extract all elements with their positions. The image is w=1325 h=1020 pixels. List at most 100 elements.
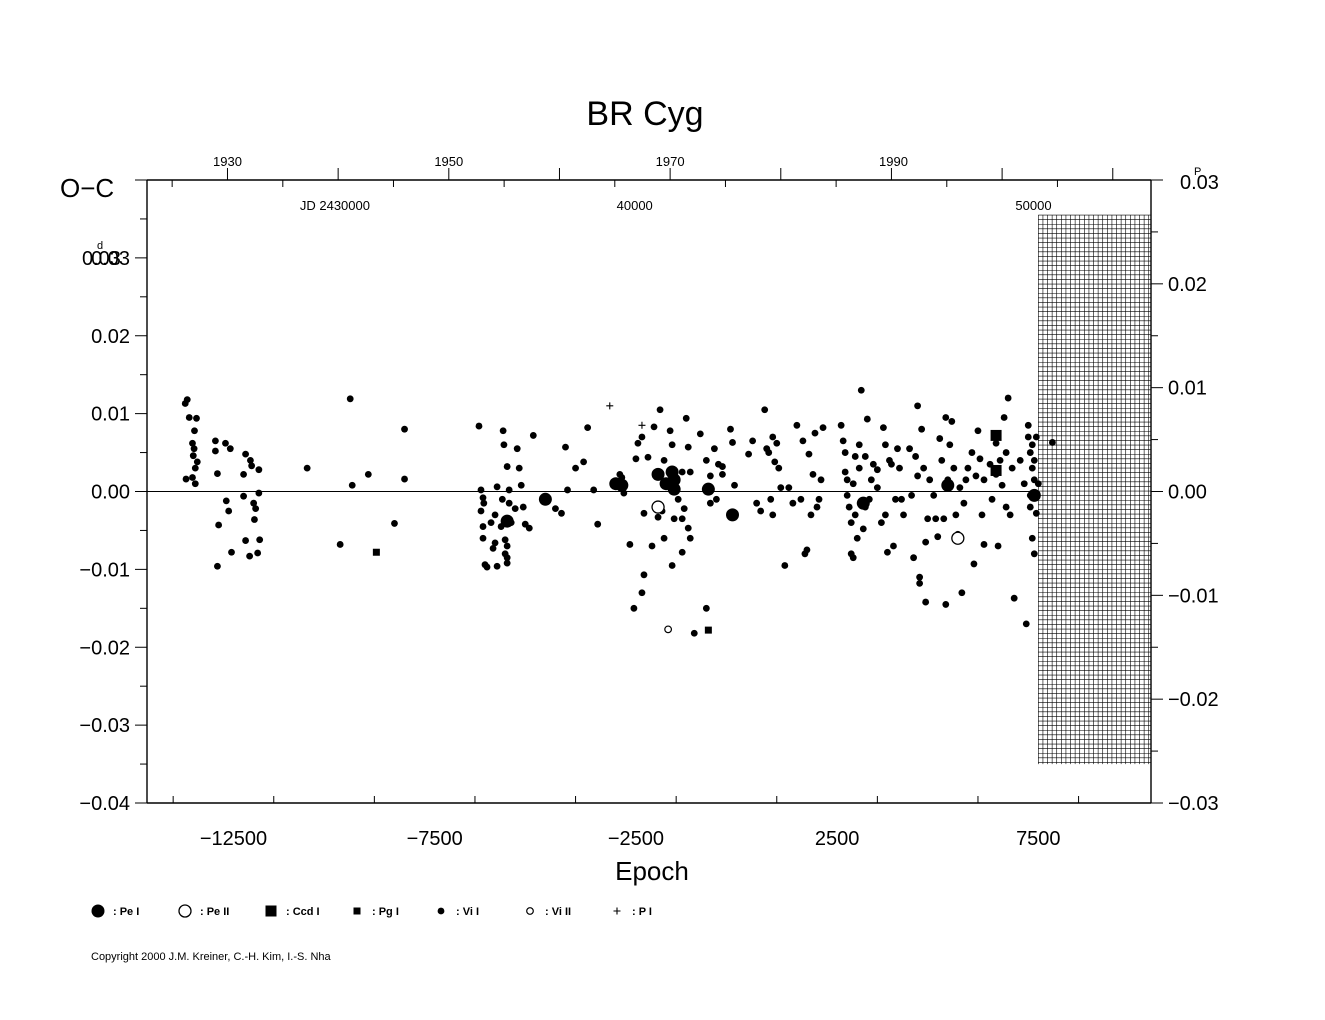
small-dot-point bbox=[757, 507, 765, 515]
small-dot-point bbox=[1024, 421, 1032, 429]
y-tick-label: −0.02 bbox=[79, 637, 130, 659]
small-dot-point bbox=[930, 491, 938, 499]
legend-label: : Ccd I bbox=[286, 906, 320, 918]
small-dot-point bbox=[193, 458, 201, 466]
small-dot-point bbox=[777, 484, 785, 492]
small-dot-point bbox=[638, 433, 646, 441]
legend-label: : Vi II bbox=[545, 906, 571, 918]
small-dot-point bbox=[503, 463, 511, 470]
small-dot-point bbox=[789, 499, 797, 507]
small-dot-point bbox=[924, 515, 932, 523]
big-ring-point bbox=[651, 500, 665, 514]
small-dot-point bbox=[813, 503, 821, 511]
small-dot-point bbox=[765, 449, 773, 456]
small-dot-point bbox=[1049, 439, 1056, 446]
big-square-legend-marker bbox=[265, 905, 277, 917]
small-dot-point bbox=[851, 511, 859, 519]
small-dot-point bbox=[650, 423, 658, 431]
small-ring-legend-marker bbox=[526, 907, 534, 915]
small-dot-point bbox=[869, 460, 877, 468]
big-dot-point bbox=[941, 478, 955, 492]
big-ring-legend-marker bbox=[178, 904, 192, 918]
small-dot-point bbox=[845, 503, 853, 511]
small-dot-point bbox=[807, 511, 815, 519]
small-dot-point bbox=[948, 418, 956, 425]
small-dot-point bbox=[594, 520, 602, 528]
small-dot-point bbox=[666, 427, 674, 435]
small-dot-point bbox=[861, 453, 869, 460]
big-dot-point bbox=[701, 482, 715, 496]
small-dot-point bbox=[401, 425, 408, 433]
legend: : Pe I: Pe II: Ccd I: Pg I: Vi I: Vi II:… bbox=[91, 904, 652, 918]
small-dot-point bbox=[222, 497, 230, 505]
small-dot-point bbox=[640, 509, 648, 517]
small-dot-point bbox=[839, 437, 847, 445]
small-dot-point bbox=[837, 421, 845, 429]
x-axis-label: Epoch bbox=[615, 856, 689, 886]
y-tick-label: 0.00 bbox=[91, 482, 130, 504]
small-dot-point bbox=[805, 450, 813, 458]
small-dot-point bbox=[761, 406, 769, 414]
small-dot-point bbox=[847, 519, 855, 527]
copyright-text: Copyright 2000 J.M. Kreiner, C.-H. Kim, … bbox=[91, 951, 332, 963]
small-dot-point bbox=[185, 414, 193, 421]
small-dot-point bbox=[191, 427, 198, 435]
small-dot-point bbox=[479, 523, 487, 530]
chart-title: BR Cyg bbox=[586, 95, 703, 133]
small-dot-point bbox=[517, 481, 525, 489]
right-unit-superscript: P bbox=[1194, 166, 1201, 178]
small-dot-point bbox=[785, 484, 793, 492]
small-dot-point bbox=[976, 455, 984, 463]
small-dot-point bbox=[225, 507, 233, 515]
plus-point bbox=[638, 421, 646, 429]
small-dot-point bbox=[686, 534, 694, 542]
small-dot-point bbox=[690, 629, 698, 637]
axes: −12500 −7500 −2500 2500 7500 0.03 0.02 0.01 0.00… bbox=[79, 154, 1218, 850]
small-dot-point bbox=[493, 562, 501, 570]
small-dot-point bbox=[841, 468, 849, 476]
small-dot-point bbox=[1026, 449, 1034, 456]
big-dot-point bbox=[500, 514, 514, 528]
small-dot-point bbox=[894, 445, 901, 453]
small-dot-point bbox=[964, 464, 972, 472]
year-tick-label: 1970 bbox=[656, 154, 685, 169]
small-dot-point bbox=[584, 424, 592, 432]
y-tick-label: 0.02 bbox=[91, 326, 130, 348]
small-dot-point bbox=[190, 445, 198, 453]
legend-label: : Pe II bbox=[200, 906, 229, 918]
small-dot-point bbox=[1030, 550, 1038, 558]
small-dot-point bbox=[475, 422, 483, 430]
y-tick-label: −0.01 bbox=[79, 559, 130, 581]
small-dot-point bbox=[1032, 509, 1040, 517]
small-dot-point bbox=[572, 464, 579, 472]
big-square-point bbox=[990, 464, 1002, 476]
small-dot-point bbox=[479, 534, 487, 542]
small-dot-point bbox=[1030, 456, 1038, 464]
small-dot-point bbox=[873, 466, 881, 474]
small-dot-point bbox=[501, 550, 509, 558]
small-dot-point bbox=[256, 536, 264, 544]
small-dot-point bbox=[254, 549, 262, 557]
small-dot-point bbox=[914, 472, 922, 480]
x-tick-label: −2500 bbox=[608, 828, 664, 850]
small-dot-point bbox=[477, 507, 485, 515]
small-dot-point bbox=[212, 447, 219, 455]
small-dot-point bbox=[519, 503, 527, 511]
small-dot-point bbox=[914, 402, 922, 410]
small-dot-point bbox=[240, 492, 247, 500]
small-dot-point bbox=[960, 499, 968, 507]
small-dot-point bbox=[922, 538, 930, 546]
big-dot-point bbox=[725, 508, 739, 522]
big-dot-point bbox=[538, 492, 552, 506]
small-dot-point bbox=[491, 511, 499, 519]
right-y-tick-label: 0.02 bbox=[1168, 274, 1207, 296]
small-dot-point bbox=[857, 386, 865, 394]
small-dot-point bbox=[980, 541, 988, 548]
small-dot-point bbox=[487, 519, 495, 527]
small-dot-point bbox=[1006, 511, 1014, 519]
small-dot-point bbox=[962, 476, 970, 484]
small-dot-point bbox=[950, 464, 958, 472]
small-dot-point bbox=[920, 464, 928, 472]
small-dot-point bbox=[880, 424, 887, 432]
jd-label: JD 2430000 bbox=[300, 198, 370, 213]
